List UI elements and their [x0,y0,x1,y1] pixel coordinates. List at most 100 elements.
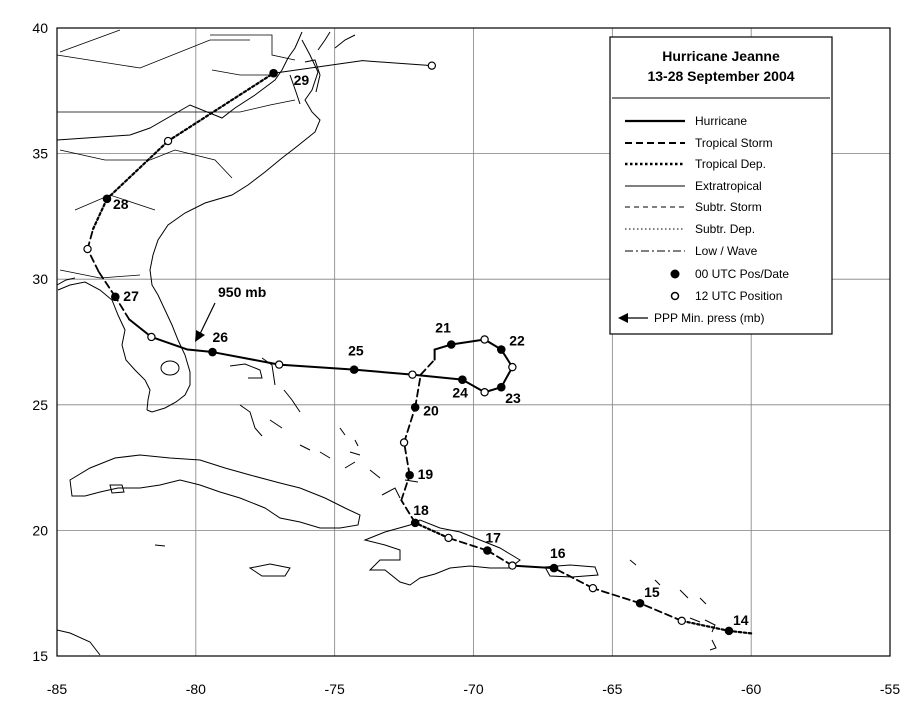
legend-title-1: Hurricane Jeanne [662,48,780,64]
lesser-antilles [629,559,717,651]
y-tick-label: 25 [32,397,48,413]
marker-00utc [349,365,359,374]
track-segment [591,587,641,605]
legend-hurricane: Hurricane [695,114,747,128]
y-tick-label: 20 [32,522,48,538]
y-axis-ticks: 40 35 30 25 20 15 [32,20,48,664]
legend-title-2: 13-28 September 2004 [647,68,794,84]
marker-12utc [274,360,284,369]
marker-00utc [458,375,467,384]
marker-00utc [446,340,456,349]
marker-00utc [410,403,420,412]
marker-12utc [480,388,489,397]
x-tick-label: -80 [186,681,206,697]
track-segment [727,629,753,635]
marker-00utc [102,194,112,204]
date-label-26: 26 [212,329,228,345]
track-segment [450,338,486,346]
marker-12utc [677,616,686,626]
marker-00utc [111,292,120,302]
marker-00utc [496,382,506,392]
isla-juventud [109,484,125,494]
pressure-arrow-head [195,330,205,342]
marker-00utc [483,546,492,555]
x-tick-label: -75 [325,681,345,697]
marker-12utc [427,61,437,70]
track-segment [414,373,422,409]
track-segment [150,335,189,351]
legend-extratropical: Extratropical [695,179,762,193]
date-label-15: 15 [644,584,660,600]
track-segment [86,248,100,273]
northeast-coastline [317,31,356,51]
y-tick-label: 40 [32,20,48,36]
track-segment [486,549,514,567]
marker-00utc [269,68,278,78]
jamaica-coastline [248,563,291,577]
track-segment [400,499,417,524]
puerto-rico-coastline [544,564,599,578]
legend-subtr-dep: Subtr. Dep. [695,222,755,236]
x-tick-label: -65 [602,681,622,697]
date-label-28: 28 [113,196,129,212]
marker-12utc [83,244,92,254]
date-label-17: 17 [485,529,501,545]
track-segment [361,60,433,67]
gulf-coastline [56,277,76,286]
legend-00utc-marker [670,269,680,279]
date-label-16: 16 [550,545,566,561]
pressure-label: 950 mb [218,284,266,300]
marker-12utc [408,370,417,379]
track-segment [97,270,117,298]
us-east-coastline [56,31,321,413]
south-america-coastline [56,629,101,656]
hispaniola-coastline [363,519,521,586]
x-tick-label: -85 [47,681,67,697]
marker-12utc [508,561,517,570]
marker-12utc [508,362,517,372]
x-tick-label: -60 [741,681,761,697]
legend-ppp: PPP Min. press (mb) [654,311,764,325]
track-segment [639,602,683,622]
y-tick-label: 15 [32,648,48,664]
marker-12utc [588,583,598,593]
marker-00utc [549,563,559,573]
date-label-19: 19 [418,466,434,482]
pressure-arrow-line [198,302,216,337]
min-pressure-annotation: 950 mb [195,284,266,342]
track-segment [419,358,436,376]
track-segment [353,368,414,376]
legend: Hurricane Jeanne 13-28 September 2004 Hu… [609,36,833,335]
legend-12utc: 12 UTC Position [695,289,782,303]
track-segment [105,139,170,200]
track-segment [414,521,450,540]
marker-00utc [724,626,734,636]
legend-low-wave: Low / Wave [695,244,758,258]
track-segment [553,567,594,590]
track-segment [91,197,109,231]
date-label-20: 20 [423,402,439,418]
track-segment [273,60,363,74]
x-tick-label: -70 [463,681,483,697]
legend-tropical-dep: Tropical Dep. [695,157,766,171]
x-tick-label: -55 [880,681,900,697]
date-label-14: 14 [733,612,749,628]
cuba-coastline [69,454,361,529]
legend-subtr-storm: Subtr. Storm [695,200,762,214]
marker-00utc [496,345,506,354]
marker-12utc [480,335,489,344]
marker-12utc [399,438,409,447]
track-segment [400,474,411,502]
legend-12utc-marker [670,291,680,301]
track-markers [83,61,734,636]
track-segment [211,351,281,366]
track-segment [411,373,464,381]
track-segment [447,537,489,552]
legend-arrow-head [618,313,628,323]
track-segment [403,406,417,444]
florida-west-coastline [57,281,151,411]
y-tick-label: 35 [32,146,48,162]
marker-00utc [635,598,645,608]
marker-00utc [208,347,217,357]
